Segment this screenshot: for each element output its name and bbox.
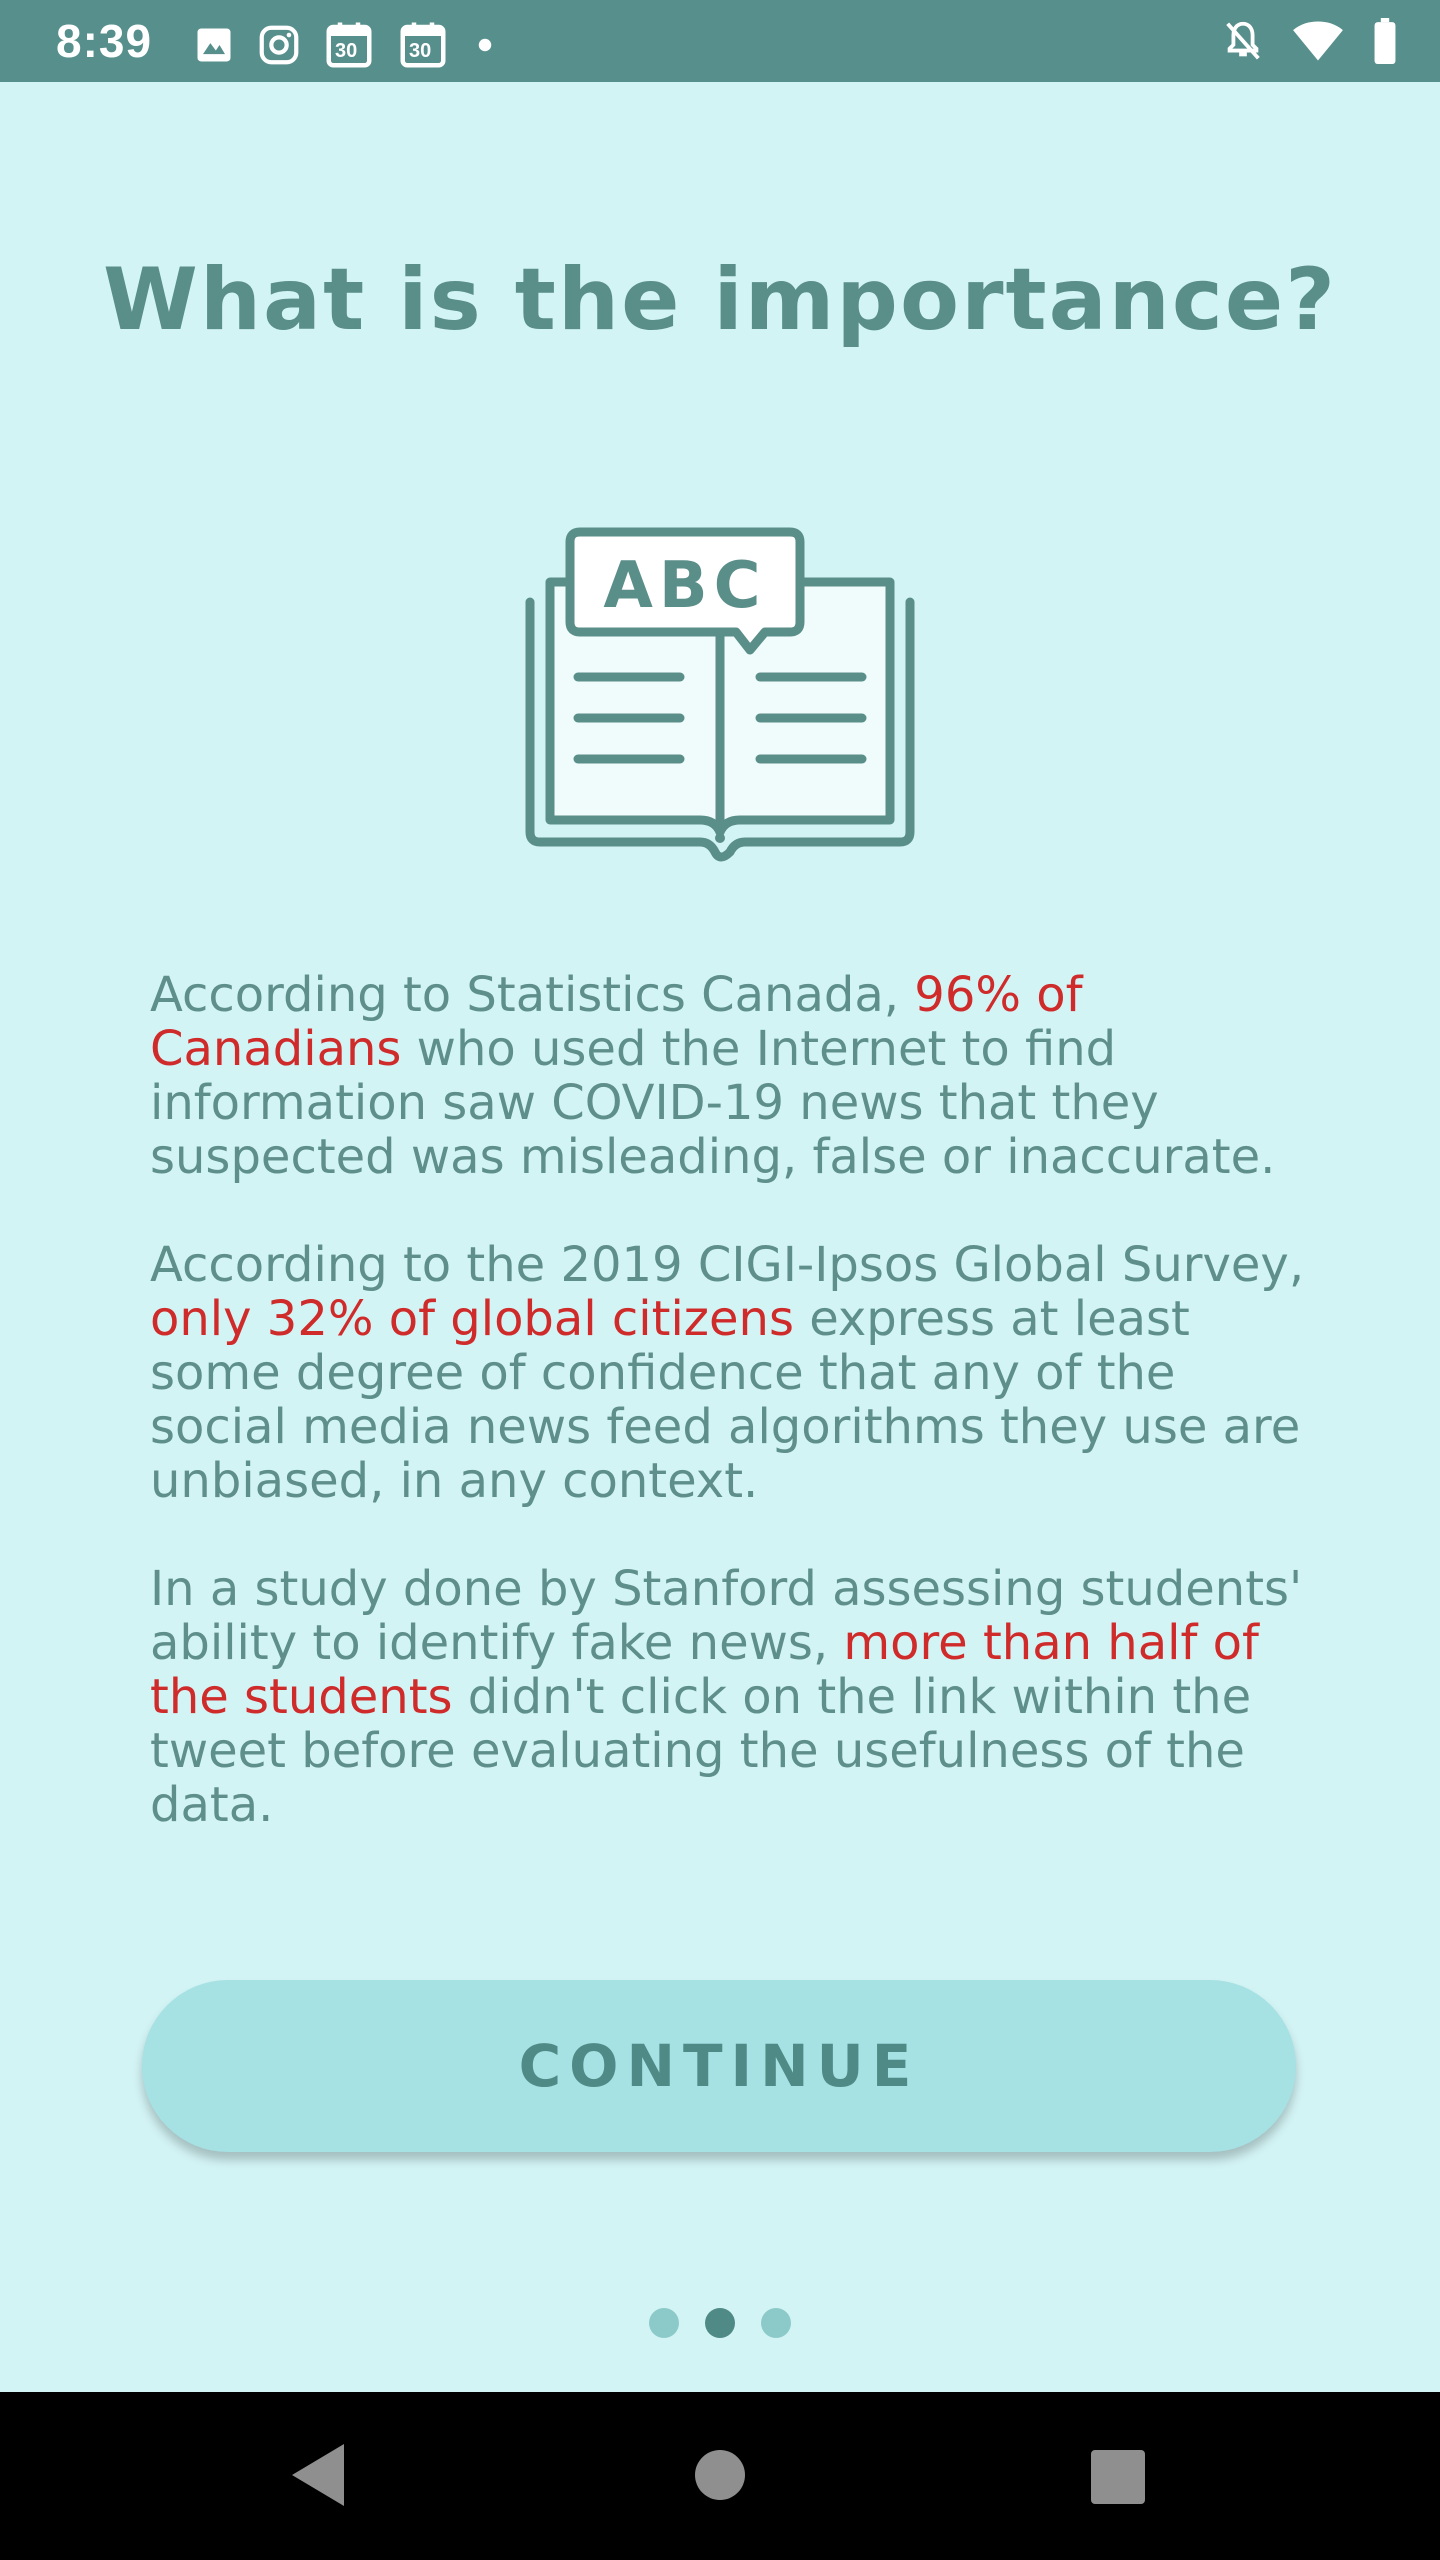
info-text: According to Statistics Canada, 96% of C… <box>150 968 1310 1886</box>
recent-apps-icon[interactable] <box>1091 2450 1145 2504</box>
calendar-day-text: 30 <box>409 40 432 62</box>
navigation-bar <box>0 2392 1440 2560</box>
page-dot <box>761 2308 791 2338</box>
notifications-off-icon <box>1220 18 1266 64</box>
home-icon[interactable] <box>695 2450 745 2500</box>
battery-icon <box>1370 18 1400 64</box>
paragraph: According to the 2019 CIGI-Ipsos Global … <box>150 1238 1310 1508</box>
paragraph: In a study done by Stanford assessing st… <box>150 1562 1310 1832</box>
image-icon <box>192 23 236 67</box>
paragraph-text: According to the 2019 CIGI-Ipsos Global … <box>150 1237 1305 1293</box>
dot-icon <box>470 30 500 60</box>
system-icons <box>1220 18 1400 64</box>
page-dot-active <box>705 2308 735 2338</box>
highlighted-text: only 32% of global citizens <box>150 1291 794 1347</box>
calendar-day-text: 30 <box>335 40 358 62</box>
highlighted-text: 96% of Canadians <box>150 967 1083 1077</box>
page-dot <box>649 2308 679 2338</box>
wifi-icon <box>1292 18 1344 64</box>
calendar-30-icon: 30 <box>396 18 450 72</box>
calendar-30-icon: 30 <box>322 18 376 72</box>
highlighted-text: more than half of the students <box>150 1615 1259 1725</box>
back-icon[interactable] <box>290 2442 346 2512</box>
paragraph-text: who used the Internet to find informatio… <box>150 1021 1276 1185</box>
continue-button[interactable]: CONTINUE <box>142 1980 1296 2152</box>
illustration-text: ABC <box>603 549 766 623</box>
paragraph-text: didn't click on the link within the twee… <box>150 1669 1252 1833</box>
page-title: What is the importance? <box>102 250 1338 350</box>
notification-icons: 30 30 <box>192 18 500 72</box>
paragraph-text: express at least some degree of confiden… <box>150 1291 1301 1509</box>
page-indicator <box>0 2308 1440 2338</box>
paragraph-text: In a study done by Stanford assessing st… <box>150 1561 1303 1671</box>
onboarding-page: What is the importance? <box>0 82 1440 2392</box>
open-book-abc-icon: ABC <box>500 522 940 882</box>
paragraph: According to Statistics Canada, 96% of C… <box>150 968 1310 1184</box>
paragraph-text: According to Statistics Canada, <box>150 967 915 1023</box>
status-bar: 8:39 30 30 <box>0 0 1440 82</box>
status-time: 8:39 <box>56 15 153 67</box>
instagram-icon <box>256 22 302 68</box>
